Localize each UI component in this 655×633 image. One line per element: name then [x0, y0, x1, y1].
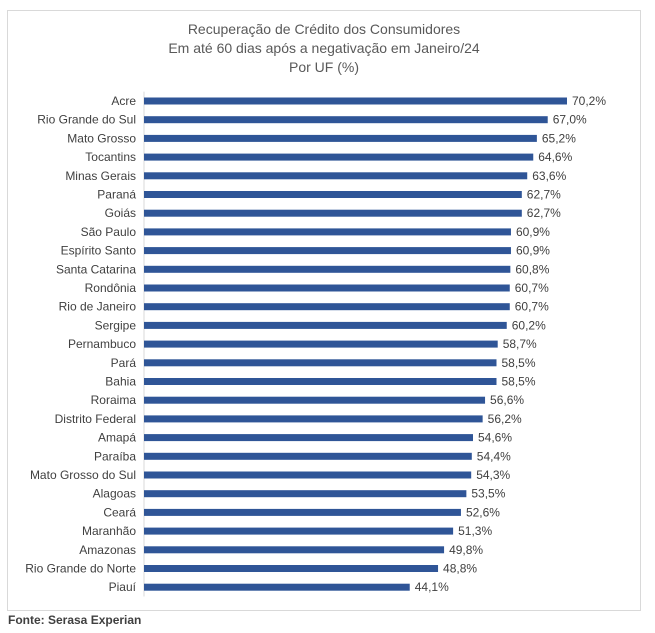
chart-title-block: Recuperação de Crédito dos Consumidores …	[7, 20, 641, 77]
value-label: 53,5%	[471, 487, 505, 501]
bar	[144, 303, 510, 311]
bar	[144, 340, 498, 348]
bar	[144, 508, 461, 516]
category-label: Goiás	[105, 206, 136, 220]
value-label: 60,9%	[516, 244, 550, 258]
bar	[144, 116, 548, 124]
category-label: Paraíba	[94, 449, 136, 463]
chart-title: Recuperação de Crédito dos Consumidores	[187, 21, 461, 37]
bar	[144, 490, 467, 498]
value-label: 65,2%	[542, 131, 576, 145]
value-label: 49,8%	[449, 543, 483, 557]
category-label: Mato Grosso do Sul	[30, 468, 136, 482]
value-label: 60,9%	[516, 225, 550, 239]
bar	[144, 565, 439, 572]
chart-subtitle: Em até 60 dias após a negativação em Jan…	[168, 40, 480, 56]
value-label: 52,6%	[466, 505, 500, 519]
bar	[144, 321, 507, 329]
chart-frame	[7, 10, 641, 611]
category-label: São Paulo	[81, 225, 137, 239]
value-label: 58,5%	[502, 375, 536, 389]
bar	[144, 359, 497, 367]
bar	[144, 471, 472, 479]
value-label: 62,7%	[527, 206, 561, 220]
value-label: 67,0%	[553, 113, 587, 127]
category-label: Roraima	[91, 393, 137, 407]
value-label: 56,6%	[490, 393, 524, 407]
value-label: 54,6%	[478, 431, 512, 445]
bar	[144, 191, 522, 198]
category-label: Paraná	[97, 188, 136, 202]
category-label: Santa Catarina	[56, 262, 136, 276]
value-label: 44,1%	[415, 580, 449, 594]
category-label: Amapá	[98, 431, 136, 445]
category-label: Distrito Federal	[55, 412, 136, 426]
bar	[144, 434, 473, 442]
category-label: Ceará	[103, 505, 136, 519]
value-label: 56,2%	[488, 412, 522, 426]
value-label: 48,8%	[443, 562, 477, 576]
bar	[144, 97, 567, 105]
category-label: Rio de Janeiro	[59, 300, 137, 314]
bar	[144, 284, 510, 292]
category-label: Tocantins	[85, 150, 136, 164]
category-label: Mato Grosso	[67, 131, 136, 145]
value-label: 63,6%	[532, 169, 566, 183]
bar	[144, 209, 522, 217]
value-label: 58,7%	[503, 337, 537, 351]
bar	[144, 153, 534, 161]
bar	[144, 228, 511, 236]
bar	[144, 378, 497, 385]
category-label: Pará	[111, 356, 137, 370]
category-label: Minas Gerais	[65, 169, 136, 183]
bar	[144, 583, 410, 591]
value-label: 70,2%	[572, 94, 606, 108]
value-label: 60,8%	[515, 262, 549, 276]
bar	[144, 546, 445, 554]
bar	[144, 527, 454, 535]
category-label: Piauí	[109, 580, 137, 594]
bar	[144, 172, 528, 180]
bar	[144, 265, 511, 273]
category-label: Maranhão	[82, 524, 136, 538]
category-label: Pernambuco	[68, 337, 136, 351]
bar	[144, 452, 472, 460]
value-label: 64,6%	[538, 150, 572, 164]
value-label: 58,5%	[502, 356, 536, 370]
chart-subtitle-unit: Por UF (%)	[289, 59, 359, 75]
category-label: Amazonas	[79, 543, 136, 557]
category-label: Alagoas	[93, 487, 136, 501]
bar	[144, 415, 483, 423]
value-label: 62,7%	[527, 188, 561, 202]
bar	[144, 396, 486, 404]
category-label: Rio Grande do Sul	[37, 113, 136, 127]
category-label: Rio Grande do Norte	[25, 562, 136, 576]
category-label: Sergipe	[95, 318, 137, 332]
category-label: Rondônia	[85, 281, 137, 295]
category-label: Espírito Santo	[61, 244, 137, 258]
value-label: 54,3%	[476, 468, 510, 482]
bar	[144, 134, 537, 142]
value-label: 60,7%	[515, 281, 549, 295]
value-label: 60,7%	[515, 300, 549, 314]
value-label: 51,3%	[458, 524, 492, 538]
value-label: 54,4%	[477, 449, 511, 463]
category-label: Acre	[111, 94, 136, 108]
bar	[144, 247, 511, 255]
source-note: Fonte: Serasa Experian	[8, 613, 142, 627]
value-label: 60,2%	[512, 318, 546, 332]
category-label: Bahia	[105, 375, 136, 389]
